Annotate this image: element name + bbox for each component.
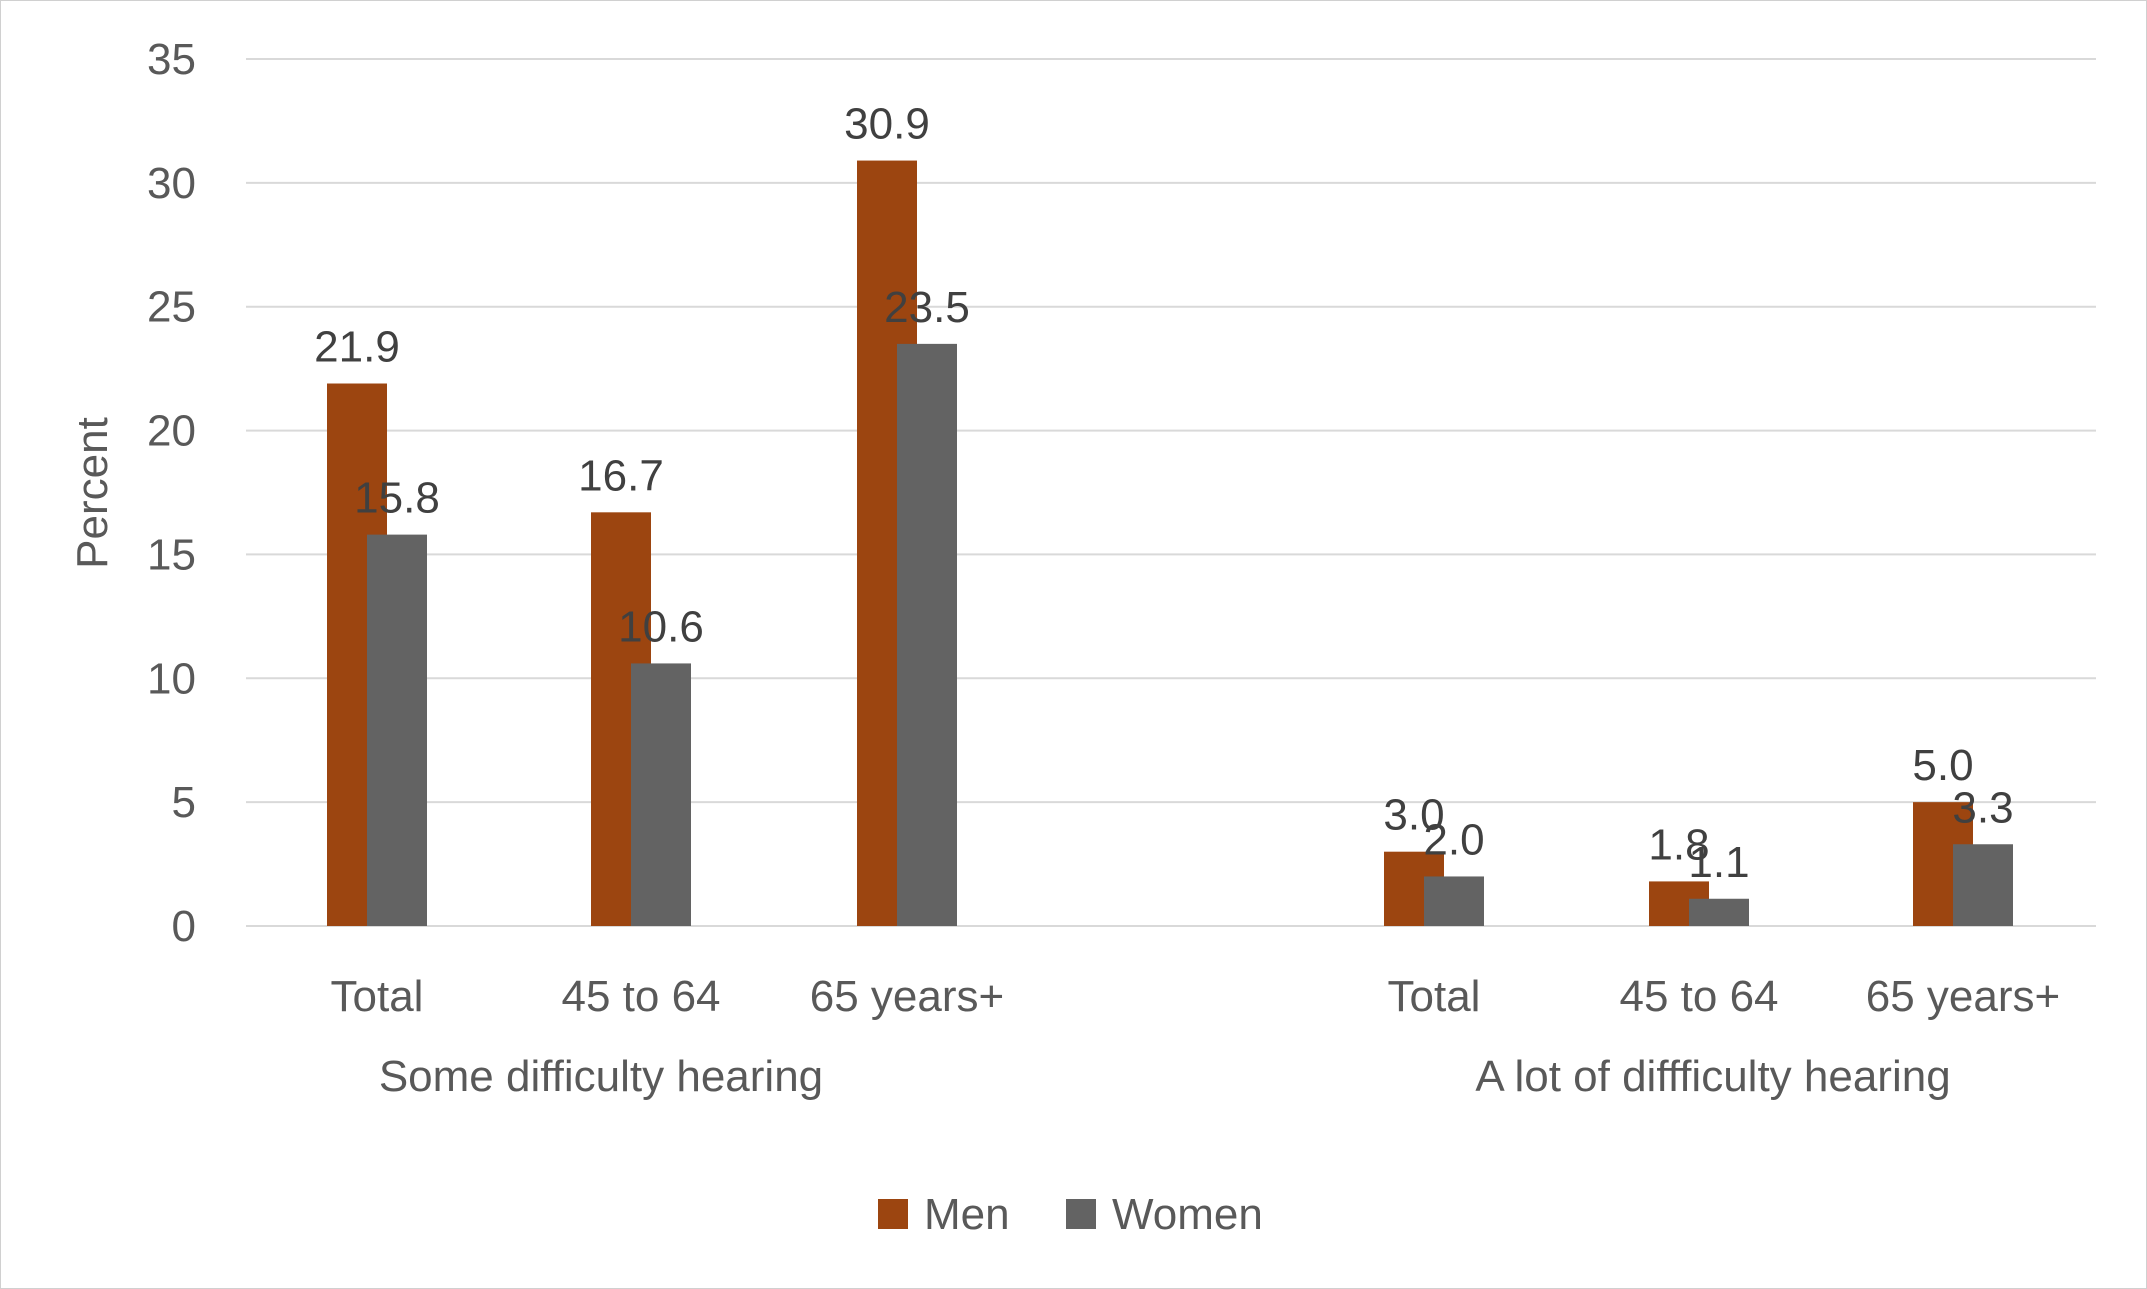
- y-tick-label: 20: [147, 407, 196, 456]
- y-tick-label: 10: [147, 654, 196, 703]
- bar-women: [1424, 876, 1484, 926]
- bar-women: [897, 343, 957, 926]
- data-label: 30.9: [844, 100, 930, 149]
- x-tick-label: 65 years+: [1866, 972, 2060, 1021]
- x-tick-label: 45 to 64: [561, 972, 720, 1021]
- legend: Men Women: [878, 1190, 1263, 1239]
- y-tick-label: 15: [147, 530, 196, 579]
- gridlines: [246, 58, 2096, 927]
- legend-label: Men: [924, 1190, 1010, 1239]
- y-tick-label: 0: [172, 902, 196, 951]
- data-label: 23.5: [884, 283, 970, 332]
- data-label: 1.8: [1648, 820, 1709, 869]
- legend-label: Women: [1112, 1190, 1263, 1239]
- y-tick-label: 25: [147, 283, 196, 332]
- data-label: 2.0: [1423, 815, 1484, 864]
- x-tick-label: 65 years+: [810, 972, 1004, 1021]
- x-tick-label: 45 to 64: [1619, 972, 1778, 1021]
- data-label: 1.1: [1688, 838, 1749, 887]
- data-label: 15.8: [354, 474, 440, 523]
- y-tick-label: 35: [147, 35, 196, 84]
- data-label: 10.6: [618, 602, 704, 651]
- y-tick-label: 5: [172, 778, 196, 827]
- x-group-label: A lot of diffficulty hearing: [1475, 1052, 1950, 1101]
- legend-swatch-men: [878, 1199, 908, 1229]
- x-axis: Total 45 to 64 65 years+ Some difficulty he…: [331, 972, 2061, 1101]
- bars: [327, 160, 2013, 926]
- x-tick-label: Total: [1388, 972, 1481, 1021]
- legend-swatch-women: [1066, 1199, 1096, 1229]
- x-group-label: Some difficulty hearing: [379, 1052, 823, 1101]
- bar-women: [1689, 898, 1749, 926]
- data-label: 3.3: [1952, 783, 2013, 832]
- bar-women: [631, 663, 691, 926]
- data-labels: 21.9 16.7 30.9 3.0 1.8 5.0 15.8 10.6 23.5 2.0 1.1 3…: [314, 100, 2013, 887]
- data-label: 3.0: [1383, 791, 1444, 840]
- y-axis: 0 5 10 15 20 25 30 35: [147, 35, 196, 951]
- bar-women: [1953, 844, 2013, 926]
- x-tick-label: Total: [331, 972, 424, 1021]
- data-label: 5.0: [1912, 741, 1973, 790]
- data-label: 16.7: [578, 451, 664, 500]
- y-axis-title: Percent: [68, 417, 117, 569]
- y-tick-label: 30: [147, 159, 196, 208]
- bar-women: [367, 534, 427, 926]
- data-label: 21.9: [314, 323, 400, 372]
